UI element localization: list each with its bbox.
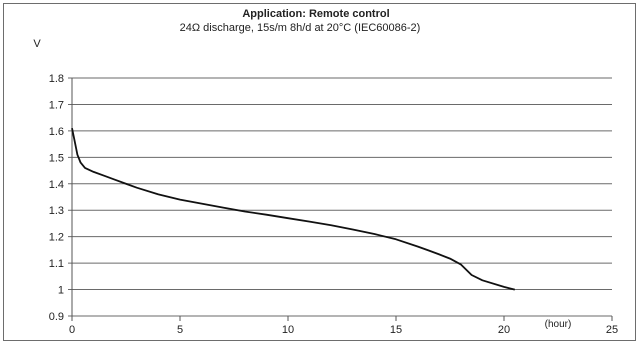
x-tick-label: 5 xyxy=(177,324,183,336)
y-tick-label: 1.3 xyxy=(49,205,64,217)
y-axis-label: V xyxy=(33,38,41,50)
y-tick-label: 1.1 xyxy=(49,258,64,270)
x-axis-label: (hour) xyxy=(545,319,572,330)
y-tick-label: 1.6 xyxy=(49,126,64,138)
x-tick-label: 25 xyxy=(606,324,618,336)
y-tick-label: 1.4 xyxy=(49,179,64,191)
chart-title: Application: Remote control xyxy=(242,8,389,20)
y-tick-label: 1.5 xyxy=(49,152,64,164)
y-tick-label: 1.8 xyxy=(49,73,64,85)
x-tick-label: 10 xyxy=(282,324,294,336)
y-tick-label: 1 xyxy=(58,285,64,297)
x-tick-label: 20 xyxy=(498,324,510,336)
x-tick-label: 0 xyxy=(69,324,75,336)
x-tick-label: 15 xyxy=(390,324,402,336)
y-tick-label: 1.2 xyxy=(49,232,64,244)
y-tick-label: 0.9 xyxy=(49,311,64,323)
discharge-curve-line xyxy=(71,128,516,291)
chart-frame xyxy=(3,3,636,341)
chart-subtitle: 24Ω discharge, 15s/m 8h/d at 20°C (IEC60… xyxy=(180,22,421,34)
y-tick-label: 1.7 xyxy=(49,99,64,111)
